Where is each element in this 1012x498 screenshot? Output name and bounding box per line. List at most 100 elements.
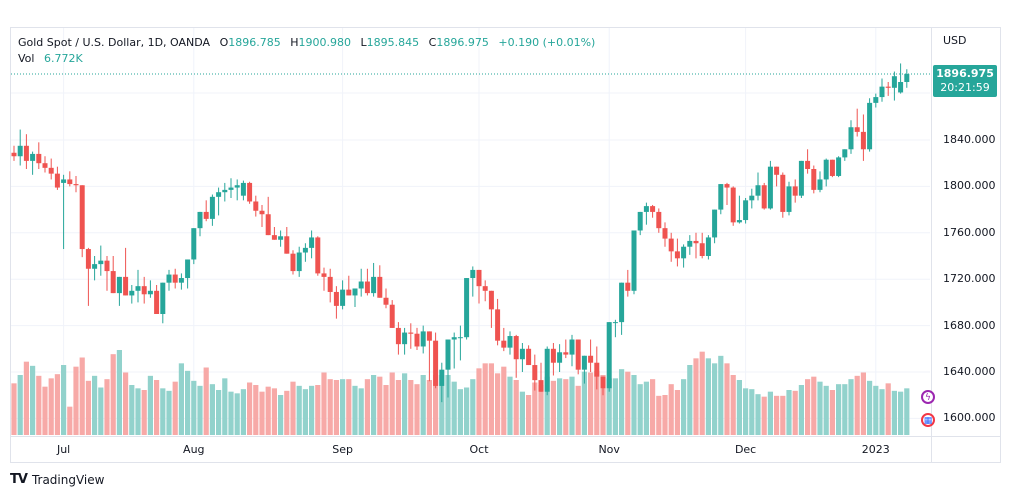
candle-body xyxy=(532,365,538,381)
volume-bar xyxy=(476,368,482,435)
volume-bar xyxy=(110,354,116,435)
volume-bar xyxy=(383,385,389,435)
volume-bar xyxy=(594,370,600,435)
candle-body xyxy=(371,276,377,294)
candles xyxy=(11,63,910,403)
time-tick-label: Aug xyxy=(183,443,205,456)
volume-bar xyxy=(656,395,662,435)
volume-bar xyxy=(464,387,470,435)
close-label: C xyxy=(428,36,437,49)
candle-body xyxy=(42,163,48,168)
price-tick-label: 1720.000 xyxy=(943,272,996,286)
volume-bar xyxy=(61,365,67,435)
volume-bar xyxy=(402,373,408,435)
volume-bar xyxy=(352,385,358,435)
volume-bar xyxy=(507,376,513,435)
candle-body xyxy=(904,73,910,82)
candle-body xyxy=(662,228,668,239)
volume-bar xyxy=(259,391,265,435)
volume-bar xyxy=(228,391,234,435)
candle-body xyxy=(11,152,17,157)
volume-bar xyxy=(482,363,488,435)
lightning-event-icon[interactable]: ϟ xyxy=(921,390,935,404)
volume-bar xyxy=(445,375,451,435)
candle-body xyxy=(674,251,680,259)
volume-bar xyxy=(358,388,364,435)
candle-body xyxy=(544,348,550,392)
volume-bar xyxy=(662,395,668,435)
volume-bar xyxy=(581,371,587,435)
tradingview-logo-icon: TV xyxy=(10,472,28,487)
candle-body xyxy=(519,348,525,360)
volume-bar xyxy=(451,381,457,435)
candle-body xyxy=(681,246,687,259)
volume-bar xyxy=(395,380,401,435)
volume-bar xyxy=(377,376,383,435)
candle-body xyxy=(736,220,742,223)
volume-bar xyxy=(271,388,277,435)
time-tick-label: Dec xyxy=(734,443,757,456)
volume-bar xyxy=(712,363,718,435)
volume-bar xyxy=(54,374,60,435)
volume-bar xyxy=(290,381,296,435)
candle-body xyxy=(23,145,29,161)
candle-body xyxy=(873,97,879,103)
volume-bar xyxy=(836,384,842,435)
volume-bar xyxy=(588,372,594,435)
time-tick-label: Sep xyxy=(332,443,353,456)
candle-body xyxy=(842,149,848,158)
candle-body xyxy=(302,247,308,253)
volume-bar xyxy=(873,385,879,435)
economic-event-flag-icon[interactable]: ▦ xyxy=(921,413,935,427)
candle-body xyxy=(550,348,556,363)
candle-body xyxy=(817,179,823,190)
candle-body xyxy=(98,260,104,265)
volume-bar xyxy=(681,379,687,435)
candle-body xyxy=(867,102,873,150)
candle-body xyxy=(17,145,23,157)
candle-body xyxy=(668,238,674,252)
tradingview-branding[interactable]: TV TradingView xyxy=(10,472,104,487)
volume-bar xyxy=(563,379,569,435)
volume-label[interactable]: Vol xyxy=(18,52,35,65)
candle-body xyxy=(792,186,798,196)
volume-bar xyxy=(792,390,798,435)
volume-bar xyxy=(526,395,532,435)
volume-bar xyxy=(619,369,625,435)
currency-label[interactable]: USD xyxy=(943,34,967,47)
volume-bar xyxy=(104,379,110,435)
volume-bar xyxy=(178,363,184,435)
volume-bar xyxy=(420,375,426,435)
volume-bar xyxy=(408,380,414,435)
volume-bar xyxy=(848,379,854,435)
price-tick-label: 1840.000 xyxy=(943,133,996,146)
volume-bar xyxy=(718,355,724,435)
candle-body xyxy=(594,362,600,377)
symbol-title[interactable]: Gold Spot / U.S. Dollar, 1D, OANDA xyxy=(18,36,211,49)
volume-bar xyxy=(786,390,792,435)
candle-body xyxy=(811,169,817,190)
high-value: 1900.980 xyxy=(298,36,352,49)
volume-bar xyxy=(209,384,215,435)
volume-bar xyxy=(805,379,811,435)
volume-bar xyxy=(439,375,445,435)
candle-body xyxy=(879,86,885,98)
volume-bar xyxy=(92,375,98,435)
volume-bar xyxy=(860,372,866,435)
volume-bar xyxy=(643,381,649,435)
candle-body xyxy=(402,332,408,345)
candle-body xyxy=(160,282,166,314)
candle-body xyxy=(209,196,215,219)
volume-bar xyxy=(116,350,122,435)
open-label: O xyxy=(219,36,229,49)
candle-body xyxy=(259,210,265,215)
time-axis-divider xyxy=(10,436,1001,437)
volume-bar xyxy=(699,351,705,435)
candle-body xyxy=(364,281,370,294)
candle-body xyxy=(724,184,730,188)
candle-body xyxy=(414,333,420,347)
candle-body xyxy=(743,200,749,221)
volume-bar xyxy=(340,379,346,435)
candle-body xyxy=(501,340,507,348)
